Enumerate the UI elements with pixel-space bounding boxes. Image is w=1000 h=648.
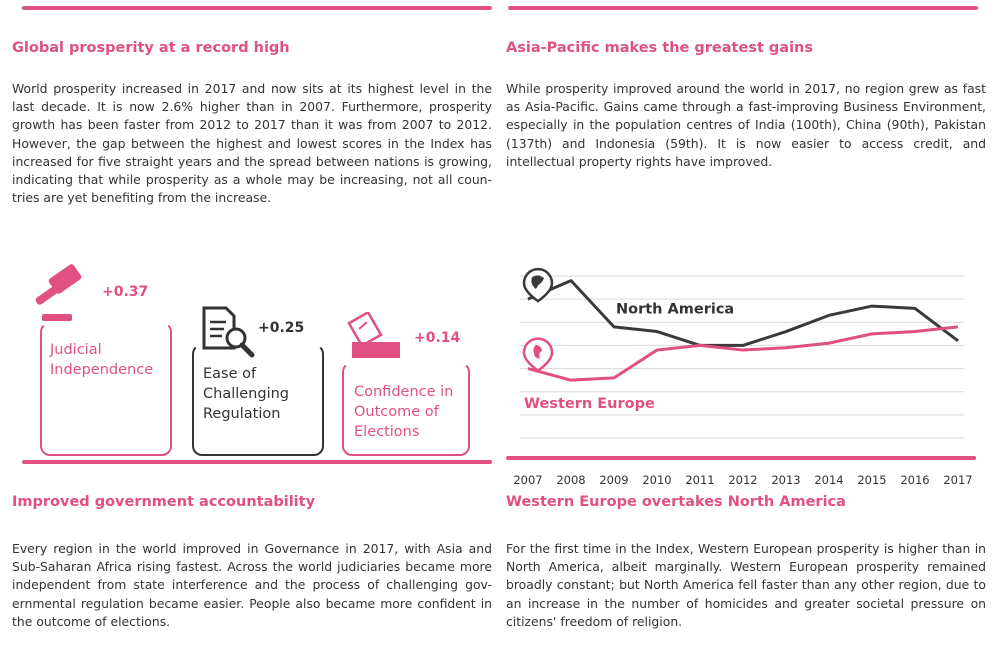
series-label-western-europe: Western Europe: [524, 396, 655, 412]
x-tick-label: 2010: [642, 473, 671, 487]
paragraph-western-europe: For the first time in the Index, Western…: [506, 541, 986, 629]
ballot-box-icon: [347, 312, 400, 358]
card-challenging-regulation: [192, 344, 324, 456]
delta-challenging-regulation: +0.25: [258, 320, 305, 336]
card-confidence-elections: [342, 362, 470, 456]
paragraph-government-accountability: Every region in the world improved in Go…: [12, 541, 492, 629]
top-rule-right: [508, 6, 978, 10]
series-line-north-america: [527, 279, 959, 347]
x-tick-label: 2009: [599, 473, 628, 487]
series-line-western-europe: [527, 325, 959, 382]
north-america-globe-icon: [522, 267, 554, 303]
top-rule-left: [22, 6, 492, 10]
middle-rule-left: [22, 460, 492, 464]
series-label-north-america: North America: [616, 301, 734, 317]
label-challenging-regulation: Ease of Challenging Regulation: [203, 366, 289, 422]
label-confidence-elections: Confidence in Outcome of Elections: [354, 384, 454, 440]
x-tick-label: 2013: [771, 473, 800, 487]
paragraph-asia-pacific: While prosperity improved around the wor…: [506, 81, 986, 169]
chart-bottom-rule: [506, 456, 976, 460]
heading-government-accountability: Improved government accountability: [12, 494, 316, 510]
heading-asia-pacific: Asia-Pacific makes the greatest gains: [506, 40, 814, 56]
x-tick-label: 2007: [513, 473, 542, 487]
x-tick-label: 2014: [814, 473, 843, 487]
card-judicial-independence: [40, 322, 172, 456]
delta-judicial-independence: +0.37: [102, 284, 149, 300]
heading-western-europe: Western Europe overtakes North America: [506, 494, 846, 510]
europe-globe-icon: [522, 337, 554, 373]
x-tick-label: 2016: [900, 473, 929, 487]
delta-confidence-elections: +0.14: [414, 330, 461, 346]
x-tick-label: 2015: [857, 473, 886, 487]
paragraph-global-prosperity: World prosperity increased in 2017 and n…: [12, 81, 492, 206]
gavel-icon: [35, 264, 82, 321]
heading-global-prosperity: Global prosperity at a record high: [12, 40, 290, 56]
x-tick-label: 2017: [943, 473, 972, 487]
x-tick-label: 2011: [685, 473, 714, 487]
x-tick-label: 2012: [728, 473, 757, 487]
x-tick-label: 2008: [556, 473, 585, 487]
label-judicial-independence: Judicial Independence: [50, 342, 154, 378]
document-magnifier-icon: [202, 306, 255, 358]
region-prosperity-line-chart: 2007 2008 2009 2010 2011 2012 2013 2014 2015 2016…: [506, 267, 976, 487]
